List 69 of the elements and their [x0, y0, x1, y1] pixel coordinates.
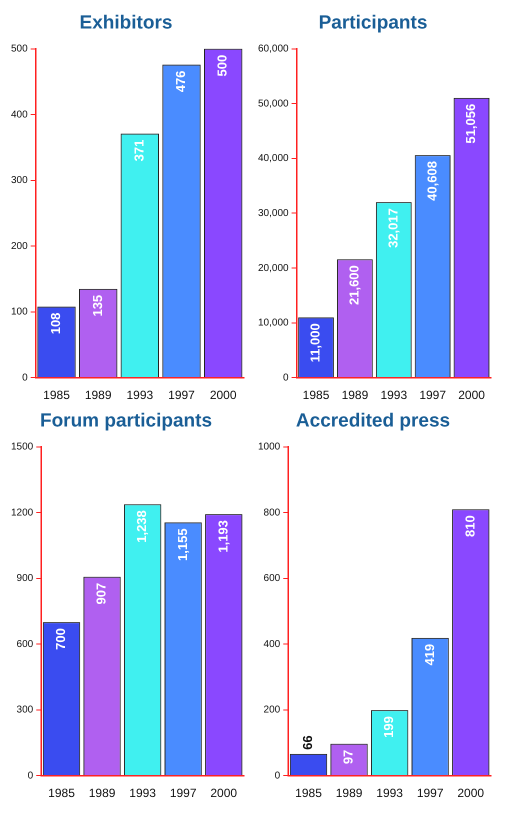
data-label: 40,608: [424, 161, 440, 201]
data-label: 700: [53, 628, 68, 650]
y-tick-label: 1500: [10, 442, 34, 453]
data-label: 907: [94, 582, 109, 604]
data-label: 810: [462, 515, 478, 537]
x-tick-label: 1997: [168, 388, 196, 402]
x-tick-label: 1989: [88, 786, 116, 800]
y-tick-label: 30,000: [258, 208, 290, 219]
y-tick-label: 400: [264, 638, 281, 650]
y-tick-label: 600: [264, 573, 281, 584]
x-tick-label: 1989: [336, 786, 363, 800]
chart-title: Exhibitors: [80, 12, 172, 34]
data-label: 51,056: [463, 104, 478, 144]
data-label: 1,238: [134, 510, 150, 543]
y-tick-label: 200: [10, 240, 28, 252]
y-tick-label: 50,000: [258, 98, 290, 110]
x-tick-label: 1993: [129, 786, 156, 800]
y-tick-label: 10,000: [258, 318, 290, 329]
data-label: 1,193: [215, 520, 230, 553]
x-tick-label: 2000: [457, 786, 484, 800]
y-tick-label: 0: [28, 770, 34, 782]
data-label: 32,017: [385, 208, 400, 248]
x-tick-label: 1993: [380, 388, 408, 402]
y-tick-label: 800: [264, 507, 281, 518]
x-tick-label: 1989: [84, 388, 112, 402]
y-tick-label: 500: [10, 44, 28, 55]
y-tick-label: 300: [10, 175, 28, 186]
y-tick-label: 60,000: [258, 44, 290, 55]
data-label: 1,155: [174, 528, 190, 561]
data-label: 11,000: [308, 323, 323, 362]
x-tick-label: 1985: [48, 786, 76, 800]
y-tick-label: 400: [10, 109, 28, 120]
data-label: 500: [214, 54, 230, 77]
y-tick-label: 300: [16, 704, 34, 716]
x-tick-label: 1989: [342, 388, 369, 402]
data-label: 476: [173, 70, 188, 92]
x-tick-label: 1997: [170, 786, 197, 800]
data-label: 66: [300, 735, 316, 750]
data-label: 97: [340, 750, 356, 764]
y-tick-label: 600: [16, 638, 34, 650]
y-tick-label: 900: [16, 573, 34, 584]
x-tick-label: 1997: [416, 786, 444, 800]
x-tick-label: 2000: [210, 786, 238, 800]
data-label: 199: [381, 716, 396, 738]
chart-title: Participants: [318, 12, 428, 34]
y-tick-label: 100: [10, 306, 28, 318]
x-tick-label: 1985: [295, 786, 322, 800]
data-label: 135: [90, 294, 105, 317]
y-tick-label: 1200: [10, 507, 34, 518]
data-label: 419: [422, 644, 437, 666]
chart-title: Accredited press: [296, 410, 450, 432]
y-tick-label: 1000: [258, 442, 281, 453]
x-tick-label: 1985: [302, 388, 330, 402]
y-tick-label: 200: [264, 704, 281, 716]
data-label: 108: [48, 312, 64, 334]
x-tick-label: 1993: [376, 786, 404, 800]
y-tick-label: 20,000: [258, 262, 290, 274]
data-label: 371: [131, 140, 146, 162]
x-tick-label: 2000: [458, 388, 486, 402]
x-tick-label: 2000: [210, 388, 237, 402]
x-tick-label: 1993: [126, 388, 154, 402]
x-tick-label: 1985: [43, 388, 70, 402]
y-tick-label: 0: [22, 372, 28, 384]
y-tick-label: 0: [274, 770, 281, 782]
y-tick-label: 40,000: [258, 153, 290, 164]
x-tick-label: 1997: [419, 388, 446, 402]
data-label: 21,600: [346, 265, 362, 305]
y-tick-label: 0: [283, 372, 290, 384]
chart-title: Forum participants: [40, 410, 212, 432]
